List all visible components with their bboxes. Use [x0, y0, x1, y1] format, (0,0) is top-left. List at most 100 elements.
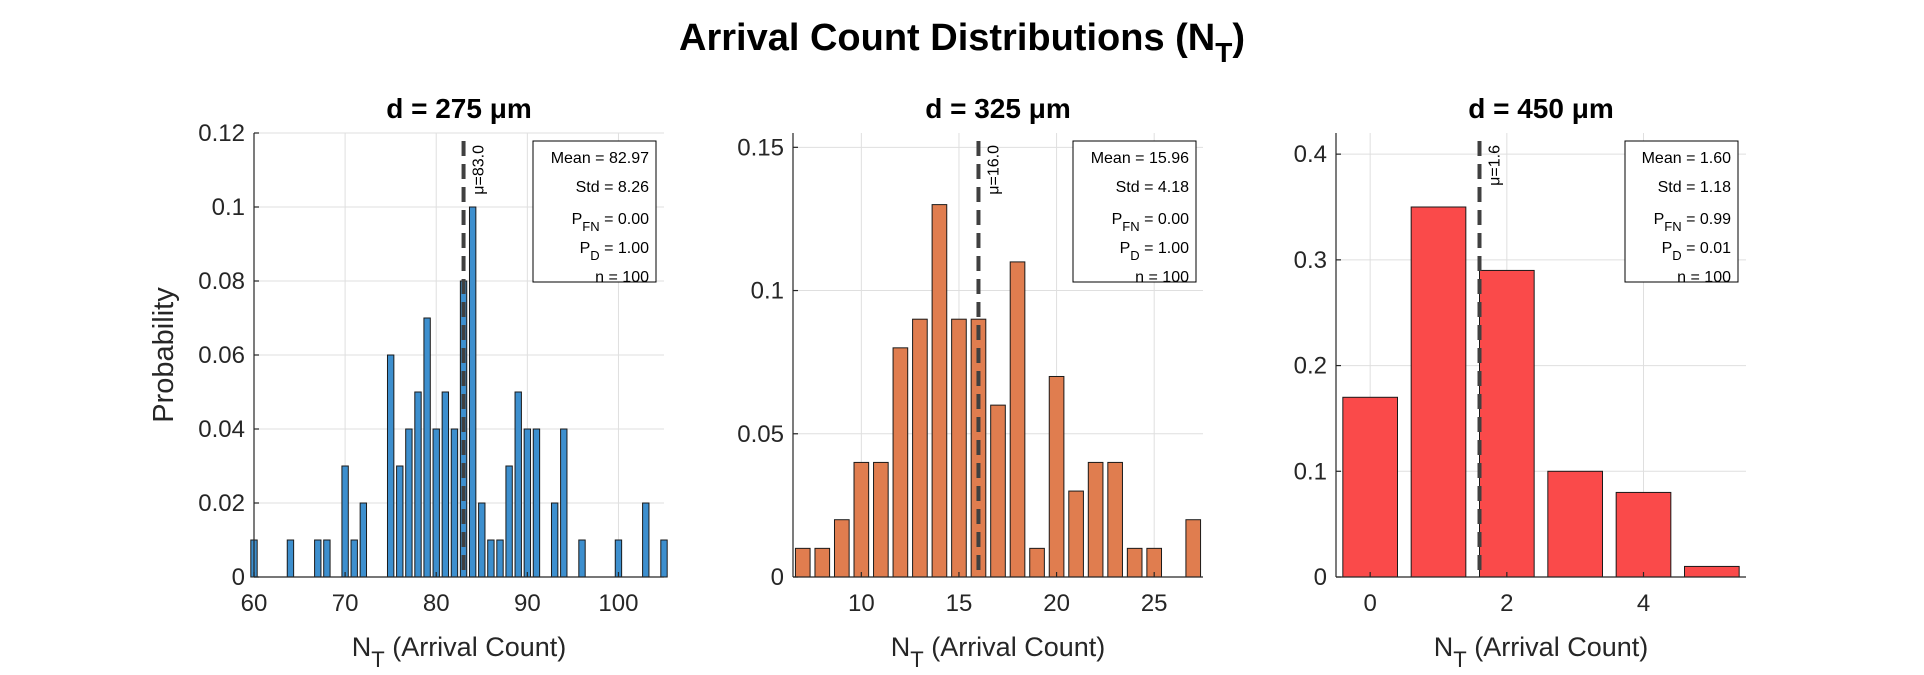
bar-x87 — [496, 539, 504, 578]
stat-equals: = — [591, 150, 609, 167]
stat-value: 100 — [1162, 269, 1189, 286]
bar-x0 — [1342, 396, 1399, 578]
x-axis-label-main: N — [891, 632, 911, 662]
stat-name: Mean — [1091, 150, 1131, 167]
y-tick-label: 0.3 — [1294, 247, 1327, 274]
stat-subscript: FN — [582, 219, 599, 234]
bar-x78 — [414, 391, 422, 578]
y-tick-label: 0.02 — [198, 490, 245, 517]
stat-equals: = — [1140, 211, 1158, 228]
stat-name: P — [1120, 240, 1131, 257]
bar-x103 — [642, 502, 650, 578]
stats-row: Mean = 82.97 — [551, 150, 649, 167]
bar-x77 — [405, 428, 413, 578]
stat-name: P — [580, 240, 591, 257]
bar-x14 — [931, 204, 948, 578]
bar-x91 — [532, 428, 541, 578]
stat-equals: = — [1131, 150, 1149, 167]
bar-x72 — [359, 502, 368, 578]
bar-x80 — [432, 428, 440, 578]
panel-d275: 0 0.02 0.04 0.06 0.08 0.1 0.12 60 70 80 90 100 μ=83.… — [148, 93, 668, 672]
bar-x15 — [951, 318, 967, 578]
stats-box — [1624, 140, 1739, 283]
stat-subscript: D — [590, 248, 599, 263]
stat-equals: = — [1144, 269, 1162, 286]
bar-x68 — [323, 539, 331, 578]
x-axis-label-rest: (Arrival Count) — [1467, 632, 1649, 662]
stats-box — [1072, 140, 1197, 283]
stat-value: 100 — [1704, 269, 1731, 286]
bar-x24 — [1126, 547, 1143, 578]
stat-equals: = — [1682, 179, 1700, 196]
stats-row: PD = 1.00 — [580, 240, 650, 263]
stat-equals: = — [600, 211, 618, 228]
stats-box — [532, 140, 657, 283]
stat-name: Std — [576, 179, 600, 196]
x-axis-label-subscript: T — [371, 647, 384, 672]
stat-value: 4.18 — [1158, 179, 1189, 196]
y-tick-label: 0.4 — [1294, 141, 1327, 168]
panel-d325: 0 0.05 0.1 0.15 10 15 20 25 μ=16.0 d = 325 μm NT (… — [737, 93, 1203, 672]
x-axis-label-main: N — [1434, 632, 1454, 662]
bar-x100 — [614, 539, 623, 578]
x-tick-label: 20 — [1043, 590, 1070, 617]
bar-x105 — [660, 539, 668, 578]
bar-x27 — [1185, 519, 1202, 578]
stats-row: Mean = 1.60 — [1642, 150, 1732, 167]
bar-x85 — [478, 502, 486, 578]
x-axis-label-rest: (Arrival Count) — [385, 632, 567, 662]
y-tick-label: 0.04 — [198, 416, 245, 443]
bar-x76 — [396, 465, 404, 578]
stat-name: Mean — [1642, 150, 1682, 167]
stat-name: P — [1654, 211, 1665, 228]
stat-value: 0.99 — [1700, 211, 1731, 228]
bar-x3 — [1547, 470, 1604, 578]
stat-value: 1.00 — [1158, 240, 1189, 257]
x-tick-label: 80 — [423, 590, 450, 617]
stat-value: 82.97 — [609, 150, 649, 167]
mean-label: μ=16.0 — [985, 145, 1002, 195]
x-axis-label-subscript: T — [910, 647, 923, 672]
y-tick-label: 0.15 — [737, 134, 784, 161]
x-tick-label: 0 — [1363, 590, 1376, 617]
y-tick-label: 0 — [1314, 564, 1327, 591]
panel-d450: 0 0.1 0.2 0.3 0.4 0 2 4 μ=1.6 d = 450 μm NT (Arriv… — [1294, 93, 1746, 672]
x-tick-label: 70 — [332, 590, 359, 617]
x-tick-label: 2 — [1500, 590, 1513, 617]
bar-x12 — [892, 347, 909, 578]
x-axis-label: NT (Arrival Count) — [1434, 632, 1649, 672]
panel-title: d = 450 μm — [1468, 93, 1614, 124]
stat-name: Mean — [551, 150, 591, 167]
y-tick-label: 0.12 — [198, 120, 245, 147]
stat-name: n — [1135, 269, 1144, 286]
y-tick-label: 0.1 — [1294, 458, 1327, 485]
stats-row: PD = 1.00 — [1120, 240, 1190, 263]
stat-name: n — [595, 269, 604, 286]
bar-x96 — [578, 539, 586, 578]
bar-x10 — [853, 461, 870, 578]
stat-equals: = — [1686, 269, 1704, 286]
bar-x4 — [1615, 491, 1672, 578]
y-axis-label: Probability — [148, 287, 180, 423]
bar-x11 — [873, 461, 889, 578]
stat-value: 0.01 — [1700, 240, 1731, 257]
bar-x17 — [990, 404, 1006, 578]
bar-x1 — [1410, 206, 1467, 578]
y-tick-label: 0.06 — [198, 342, 245, 369]
bar-x75 — [386, 354, 395, 578]
stat-equals: = — [1682, 240, 1700, 257]
figure-title: Arrival Count Distributions (NT) — [679, 17, 1245, 68]
stat-name: P — [572, 211, 583, 228]
stat-value: 100 — [622, 269, 649, 286]
bar-x8 — [814, 547, 831, 578]
stat-equals: = — [1140, 179, 1158, 196]
bar-x23 — [1107, 461, 1123, 578]
stats-row: PFN = 0.00 — [1112, 211, 1189, 234]
stat-value: 0.00 — [1158, 211, 1189, 228]
stat-equals: = — [600, 240, 618, 257]
bar-x94 — [560, 428, 568, 578]
stat-value: 1.60 — [1700, 150, 1731, 167]
bar-x71 — [350, 539, 358, 578]
stats-row: Mean = 15.96 — [1091, 150, 1189, 167]
